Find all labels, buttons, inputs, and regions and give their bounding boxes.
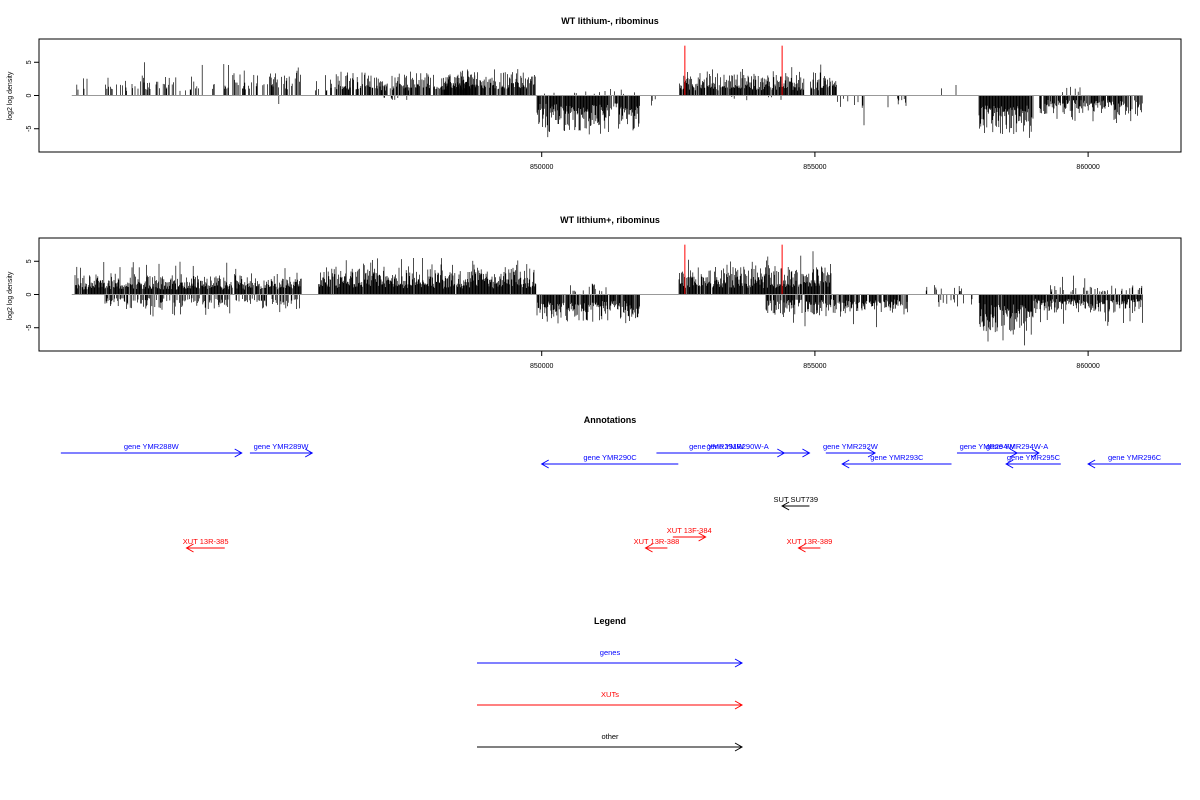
y-axis-label: log2 log density (7, 71, 14, 120)
y-tick-label: 0 (26, 93, 33, 97)
arrow-left-icon (185, 543, 194, 553)
y-tick-label: 0 (26, 292, 33, 296)
x-tick-label: 860000 (1076, 164, 1099, 171)
arrow-right-icon (698, 532, 707, 542)
arrow-left-icon (644, 543, 653, 553)
y-tick-label: -5 (26, 126, 33, 132)
arrow-left-icon (797, 543, 806, 553)
legend-label: XUTs (601, 690, 619, 699)
y-tick-label: 5 (26, 60, 33, 64)
annotation-feature: gene YMR289W (249, 442, 314, 458)
annotation-feature: gene YMR295C (1005, 453, 1061, 469)
x-tick-label: 855000 (803, 363, 826, 370)
annotation-feature: gene YMR288W (60, 442, 243, 458)
annotation-feature: XUT 13R-389 (787, 537, 833, 553)
feature-label: gene YMR296C (1108, 453, 1162, 462)
legend-item: other (477, 732, 744, 752)
feature-label: gene YMR293C (870, 453, 924, 462)
arrow-right-icon (1031, 448, 1040, 458)
arrow-right-icon (802, 448, 811, 458)
x-tick-label: 860000 (1076, 363, 1099, 370)
legend: genes XUTs other (477, 648, 744, 752)
x-tick-label: 855000 (803, 164, 826, 171)
feature-label: gene YMR294W-A (986, 442, 1048, 451)
annotation-feature: gene YMR293C (841, 453, 952, 469)
arrow-right-icon (734, 742, 744, 752)
y-axis-label: log2 log density (7, 271, 14, 320)
coverage-panel-lithium-plus: WT lithium+, ribominus log2 log density … (7, 215, 1182, 370)
arrow-left-icon (781, 501, 790, 511)
arrow-left-icon (1005, 459, 1014, 469)
annotation-feature: gene YMR296C (1087, 453, 1181, 469)
coverage-bars (76, 62, 1143, 138)
annotation-feature: gene YMR292W (823, 442, 879, 458)
highlight-marks (684, 45, 783, 96)
coverage-bars (74, 251, 1143, 346)
x-tick-label: 850000 (530, 164, 553, 171)
feature-label: gene YMR295C (1007, 453, 1061, 462)
feature-label: gene YMR291W (689, 442, 745, 451)
feature-label: gene YMR288W (124, 442, 180, 451)
y-tick-label: -5 (26, 325, 33, 331)
legend-title: Legend (594, 616, 626, 626)
annotations-title: Annotations (584, 415, 637, 425)
arrow-left-icon (841, 459, 850, 469)
feature-label: gene YMR290W-A (706, 442, 768, 451)
arrow-right-icon (734, 700, 744, 710)
legend-item: XUTs (477, 690, 744, 710)
arrow-right-icon (304, 448, 314, 458)
legend-label: other (601, 732, 619, 741)
annotation-feature: gene YMR290C (540, 453, 679, 469)
x-axis: 850000 855000 860000 (530, 351, 1100, 370)
x-axis: 850000 855000 860000 (530, 152, 1100, 171)
y-tick-label: 5 (26, 259, 33, 263)
feature-label: XUT 13F-384 (667, 526, 712, 535)
arrow-left-icon (540, 459, 549, 469)
feature-label: XUT 13R-388 (634, 537, 680, 546)
arrow-right-icon (734, 658, 744, 668)
annotation-feature: XUT 13R-388 (634, 537, 680, 553)
arrow-right-icon (867, 448, 877, 458)
panel-title: WT lithium-, ribominus (561, 16, 659, 26)
arrow-left-icon (1087, 459, 1096, 469)
annotation-feature: gene YMR294W-A (986, 442, 1048, 458)
feature-label: gene YMR289W (254, 442, 310, 451)
highlight-marks (684, 244, 783, 295)
y-axis: 5 0 -5 (26, 60, 39, 132)
annotation-feature: gene YMR291W (656, 442, 811, 458)
feature-label: gene YMR294W (960, 442, 1016, 451)
feature-label: gene YMR292W (823, 442, 879, 451)
annotation-feature: XUT 13F-384 (667, 526, 712, 542)
annotation-track: gene YMR288W gene YMR289W gene YMR290C gene… (60, 442, 1181, 553)
annotation-feature: SUT SUT739 (774, 495, 818, 511)
coverage-panel-lithium-minus: WT lithium-, ribominus log2 log density … (7, 16, 1182, 171)
feature-label: XUT 13R-389 (787, 537, 833, 546)
feature-label: SUT SUT739 (774, 495, 818, 504)
feature-label: XUT 13R-385 (183, 537, 229, 546)
legend-item: genes (477, 648, 744, 668)
panel-title: WT lithium+, ribominus (560, 215, 660, 225)
x-tick-label: 850000 (530, 363, 553, 370)
y-axis: 5 0 -5 (26, 259, 39, 331)
legend-label: genes (600, 648, 621, 657)
feature-label: gene YMR290C (583, 453, 637, 462)
arrow-right-icon (234, 448, 243, 458)
annotation-feature: XUT 13R-385 (183, 537, 229, 553)
